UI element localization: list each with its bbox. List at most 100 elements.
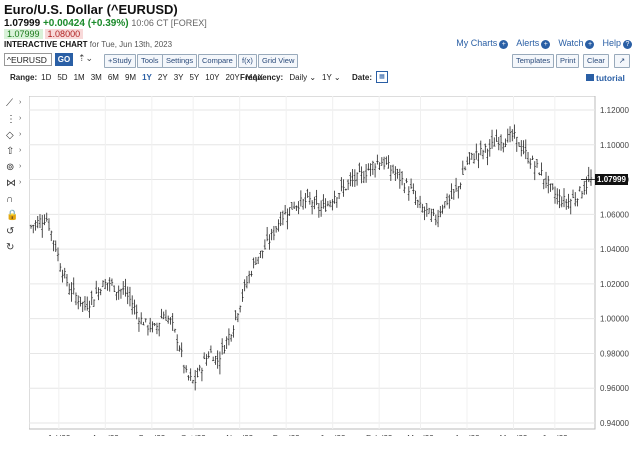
magnet-icon[interactable]: ∩ [6,194,14,205]
line-tool-icon[interactable]: ⟋ › [6,98,22,109]
range-option-5y[interactable]: 5Y [189,73,200,82]
annotation-tool-icon[interactable]: ⊚ › [6,162,22,173]
period-value: 1Y [322,73,332,82]
help-label: Help [602,38,621,48]
chart-label: INTERACTIVE CHART [4,40,88,49]
range-option-3y[interactable]: 3Y [173,73,184,82]
range-option-max[interactable]: MAX [245,73,264,82]
plus-icon: + [499,40,509,49]
x-tick-label: Jun '23 [542,434,568,436]
x-tick-label: Dec '22 [273,434,300,436]
compare-button[interactable]: Compare [198,54,237,68]
quote-time: 10:06 CT [FOREX] [131,18,207,28]
x-tick-label: May '23 [500,434,528,436]
top-links: My Charts + Alerts + Watch + Help? [456,38,632,49]
expand-icon: ↗ [618,56,626,65]
undo-icon[interactable]: ↺ [6,226,15,237]
clear-button[interactable]: Clear [583,54,609,68]
range-option-5d[interactable]: 5D [57,73,68,82]
period-select[interactable]: 1Y ⌄ [322,73,341,82]
range-option-2y[interactable]: 2Y [157,73,168,82]
last-price-marker: 1.07999 [595,174,628,185]
last-price: 1.07999 [4,18,41,29]
y-tick-label: 1.00000 [600,315,629,324]
go-button[interactable]: GO [55,53,73,66]
chart-caption: INTERACTIVE CHART for Tue, Jun 13th, 202… [4,40,172,49]
range-option-9m[interactable]: 9M [124,73,137,82]
range-option-6m[interactable]: 6M [107,73,119,82]
y-tick-label: 1.02000 [600,280,629,289]
y-tick-label: 0.96000 [600,384,629,393]
lock-icon[interactable]: 🔒 [6,210,19,221]
plus-icon: + [585,40,595,49]
bid-price: 1.07999 [4,29,43,39]
bid-ask: 1.07999 1.08000 [4,29,84,39]
arrow-tool-icon[interactable]: ⇧ › [6,146,22,157]
range-option-10y[interactable]: 10Y [205,73,220,82]
my-charts-link[interactable]: My Charts + [456,38,509,49]
templates-button[interactable]: Templates [512,54,555,68]
study-button[interactable]: +Study [104,54,136,68]
watch-label: Watch [558,38,584,48]
chevron-down-icon: ⌄ [309,73,317,82]
range-option-1m[interactable]: 1M [73,73,85,82]
x-tick-label: Jul '22 [47,434,70,436]
tutorial-link[interactable]: tutorial [586,73,625,83]
cursor-select[interactable]: ⇡⌄ [78,53,93,64]
frequency-label: Frequency: [240,73,284,82]
range-bar: Range: 1D 5D 1M 3M 6M 9M 1Y 2Y 3Y 5Y 10Y 20Y MAX [10,73,269,82]
chevron-down-icon: ⌄ [331,73,341,82]
x-tick-label: Nov '22 [226,434,253,436]
fx-button[interactable]: f(x) [238,54,257,68]
symbol-input[interactable]: ^EURUSD [4,53,52,66]
tutorial-icon [586,74,594,81]
range-option-1d[interactable]: 1D [41,73,52,82]
range-options: 1D 5D 1M 3M 6M 9M 1Y 2Y 3Y 5Y 10Y 20Y MAX [41,73,269,82]
x-tick-label: Sep '22 [138,434,165,436]
grid-view-button[interactable]: Grid View [258,54,299,68]
help-icon: ? [623,40,632,49]
x-tick-label: Aug '22 [92,434,119,436]
y-tick-label: 0.94000 [600,419,629,428]
chart-date: for Tue, Jun 13th, 2023 [89,40,173,49]
my-charts-label: My Charts [456,38,498,48]
x-tick-label: Oct '22 [181,434,207,436]
x-tick-label: Apr '23 [454,434,480,436]
page-title: Euro/U.S. Dollar (^EURUSD) [4,2,178,17]
y-tick-label: 1.12000 [600,106,629,115]
cursor-icon: ⇡⌄ [78,53,94,63]
plot-frame [29,96,596,430]
x-tick-label: Mar '23 [407,434,434,436]
frequency-control[interactable]: Frequency: Daily ⌄ [240,73,316,82]
quote-line: 1.07999 +0.00424 (+0.39%) 10:06 CT [FORE… [4,18,207,29]
range-option-1y[interactable]: 1Y [142,73,152,82]
y-tick-label: 1.06000 [600,210,629,219]
x-tick-label: Feb '23 [366,434,393,436]
settings-button[interactable]: Settings [162,54,198,68]
price-change: +0.00424 (+0.39%) [42,18,129,29]
plus-icon: + [541,40,551,49]
expand-button[interactable]: ↗ [614,54,630,68]
watch-link[interactable]: Watch + [558,38,595,49]
frequency-value: Daily [289,73,308,82]
x-tick-label: Jan '23 [320,434,346,436]
y-tick-label: 0.98000 [600,349,629,358]
range-option-3m[interactable]: 3M [90,73,102,82]
y-tick-label: 1.10000 [600,141,629,150]
alerts-label: Alerts [516,38,540,48]
price-chart[interactable]: 1.120001.100001.080001.060001.040001.020… [29,96,640,436]
shape-tool-icon[interactable]: ◇ › [6,130,22,141]
pattern-tool-icon[interactable]: ⋈ › [6,178,22,189]
help-link[interactable]: Help? [602,38,632,49]
calendar-icon[interactable]: ▦ [376,71,388,83]
tools-button[interactable]: Tools [137,54,163,68]
fibonacci-tool-icon[interactable]: ⋮ › [6,114,22,125]
range-label: Range: [10,73,38,82]
range-option-20y[interactable]: 20Y [225,73,240,82]
y-tick-label: 1.04000 [600,245,629,254]
date-label: Date: [352,73,373,82]
redo-icon[interactable]: ↻ [6,242,15,253]
print-button[interactable]: Print [556,54,580,68]
ask-price: 1.08000 [44,29,84,39]
alerts-link[interactable]: Alerts + [516,38,551,49]
